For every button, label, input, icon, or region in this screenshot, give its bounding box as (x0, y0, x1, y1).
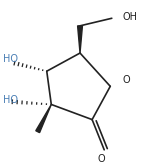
Text: O: O (97, 154, 105, 164)
Text: HO: HO (3, 54, 18, 64)
Polygon shape (78, 26, 82, 53)
Text: O: O (122, 75, 130, 85)
Text: HO: HO (3, 95, 18, 105)
Polygon shape (36, 104, 51, 133)
Text: OH: OH (122, 12, 137, 22)
